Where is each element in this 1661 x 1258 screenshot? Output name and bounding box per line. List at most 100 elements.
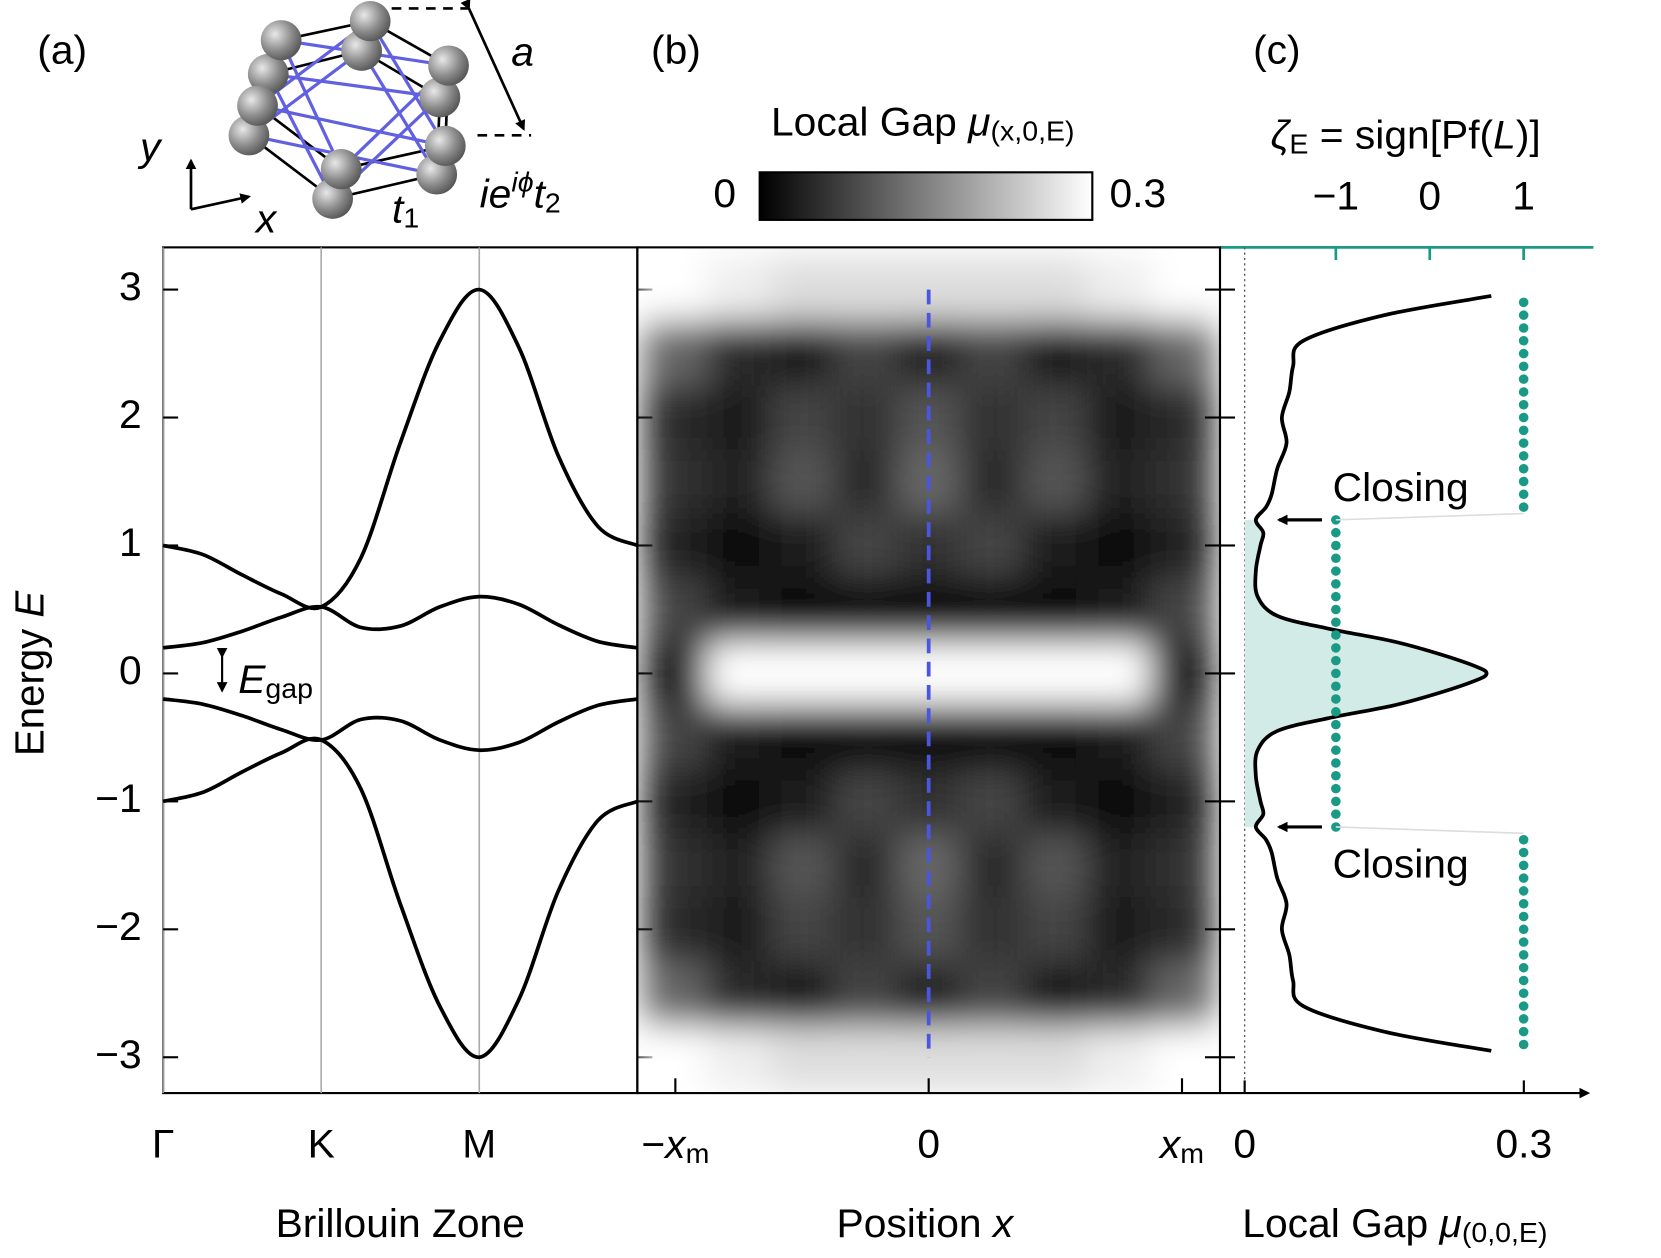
heatmap-cell [1087, 1025, 1151, 1090]
heatmap-clip [643, 257, 1215, 1090]
sign-dot [1518, 1001, 1529, 1011]
colorbar-tick-label: 0 [713, 171, 736, 217]
sign-dot [1331, 643, 1341, 653]
sign-dot [1518, 489, 1529, 500]
y-tick-label: 3 [119, 263, 142, 309]
heatmap-cell [833, 897, 898, 962]
heatmap-cell [833, 513, 898, 578]
gap-label: Egap [238, 656, 313, 705]
text-part: E [6, 590, 52, 618]
heatmap-cell [1087, 833, 1151, 898]
heatmap-cell [770, 705, 835, 770]
text-part: μ [1438, 1200, 1461, 1246]
heatmap-cell [770, 833, 835, 898]
heatmap-cell [770, 257, 835, 323]
sign-dot [1331, 604, 1341, 615]
heatmap-cell [643, 513, 708, 578]
sign-dot [1518, 361, 1529, 372]
heatmap-cell [1023, 961, 1088, 1026]
text-part: ζ [1271, 111, 1292, 157]
heatmap-cell [960, 833, 1025, 898]
heatmap-cell [643, 321, 708, 387]
y-tick-label: −2 [95, 903, 141, 949]
sign-dot [1331, 796, 1341, 807]
heatmap-cell [960, 321, 1025, 387]
heatmap-cell [707, 641, 771, 706]
heatmap-cell [707, 577, 771, 642]
sign-dot [1331, 745, 1341, 755]
sign-dot [1518, 502, 1529, 512]
lattice-inset [185, 0, 532, 219]
sign-dot [1518, 886, 1529, 896]
heatmap-cell [770, 897, 835, 962]
text-part: x [663, 1121, 687, 1167]
heatmap-cell [770, 641, 835, 706]
annotation: Closing [1333, 464, 1469, 510]
text-part: m [1180, 1138, 1204, 1170]
inset-label: t1 [392, 185, 419, 234]
heatmap-cell [643, 897, 708, 962]
text-part: )] [1516, 111, 1541, 157]
heatmap-cell [1023, 321, 1088, 387]
heatmap-cell [960, 897, 1025, 962]
sign-dot [1518, 348, 1529, 359]
heatmap-cell [1087, 705, 1151, 770]
heatmap-cell [1087, 321, 1151, 387]
sign-dot [1518, 834, 1529, 845]
heatmap-cell [643, 961, 708, 1026]
sign-dot [1331, 668, 1341, 679]
sign-dot [1331, 553, 1341, 564]
text-part: Local Gap [1242, 1200, 1439, 1246]
x2-tick-label: −1 [1313, 173, 1359, 219]
sign-dot [1518, 310, 1529, 320]
heatmap-cell [1023, 257, 1088, 323]
heatmap-cell [1087, 769, 1151, 834]
text-part: μ [967, 99, 990, 145]
text-part: 1 [403, 202, 419, 234]
heatmap-cell [1023, 833, 1088, 898]
heatmap-cell [1150, 641, 1215, 706]
heatmap-cell [1023, 1025, 1088, 1090]
sign-dot [1518, 950, 1529, 960]
heatmap-cell [770, 577, 835, 642]
heatmap-cell [1087, 449, 1151, 515]
heatmap-cell [1023, 641, 1088, 706]
sign-dot [1331, 694, 1341, 704]
heatmap-cell [643, 769, 708, 834]
heatmap-cell [643, 705, 708, 770]
band-line [162, 697, 638, 753]
heatmap-cell [1023, 705, 1088, 770]
heatmap-cell [770, 449, 835, 515]
sign-dot [1331, 758, 1341, 768]
x2-tick-label: 0 [1418, 173, 1441, 219]
heatmap-cell [707, 449, 771, 515]
sign-dot [1518, 387, 1529, 397]
heatmap-cell [1023, 385, 1088, 451]
sign-dot [1518, 399, 1529, 410]
y-tick-label: −3 [95, 1031, 141, 1077]
sign-dot [1518, 924, 1529, 935]
heatmap-cell [833, 641, 898, 706]
text-part: Energy [6, 618, 52, 756]
colorbar-title: Local Gap μ(x,0,E) [771, 99, 1075, 148]
heatmap-cell [1023, 769, 1088, 834]
heatmap-cell [770, 385, 835, 451]
heatmap [643, 257, 1215, 1090]
heatmap-cell [1023, 449, 1088, 515]
heatmap-cell [707, 321, 771, 387]
sign-dot [1518, 911, 1529, 922]
sign-dot [1331, 771, 1341, 781]
x-tick-label: xm [1158, 1121, 1204, 1170]
sign-dot [1518, 988, 1529, 999]
text-part: Position [837, 1200, 993, 1246]
heatmap-cell [833, 705, 898, 770]
heatmap-cell [1150, 705, 1215, 770]
band-line [162, 287, 639, 611]
text-part: − [641, 1121, 665, 1167]
heatmap-cell [643, 577, 708, 642]
y-tick-label: −1 [95, 775, 141, 821]
heatmap-cell [833, 1025, 898, 1090]
heatmap-cell [833, 385, 898, 451]
sign-dot [1518, 463, 1529, 474]
colorbar [758, 171, 1094, 221]
